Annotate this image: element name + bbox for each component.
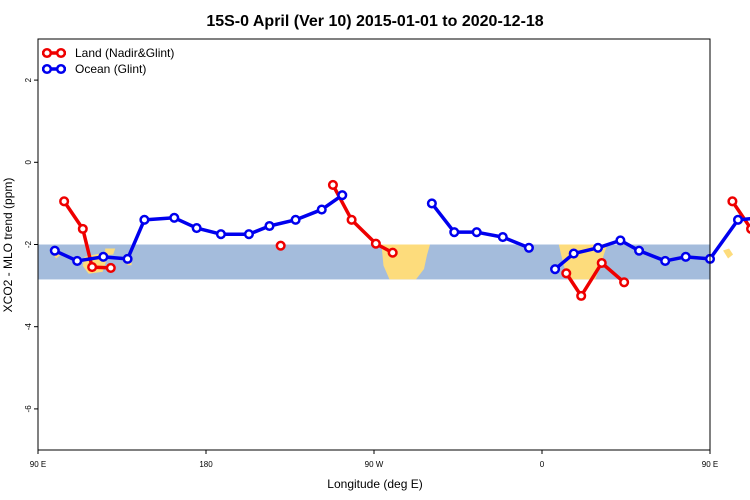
data-point [568, 248, 579, 259]
ocean-band [38, 244, 710, 280]
data-point [122, 253, 133, 264]
data-point [264, 220, 275, 232]
data-point [387, 247, 398, 258]
chart-title: 15S-0 April (Ver 10) 2015-01-01 to 2020-… [206, 13, 543, 30]
y-tick-label: 0 [24, 160, 33, 165]
data-point [523, 242, 534, 253]
x-tick-label: 180 [199, 460, 213, 469]
y-axis-label: XCO2 - MLO trend (ppm) [1, 178, 15, 313]
data-point [98, 251, 109, 262]
y-tick-label: -4 [24, 323, 33, 331]
data-point [732, 214, 744, 225]
data-point [471, 227, 482, 238]
data-point [619, 277, 630, 288]
legend: Land (Nadir&Glint) Ocean (Glint) [41, 46, 174, 76]
data-point [105, 262, 116, 273]
x-axis-label: Longitude (deg E) [327, 477, 422, 491]
data-point [727, 196, 738, 207]
data-point [746, 223, 750, 234]
y-tick-label: -2 [24, 240, 33, 248]
data-point [550, 264, 561, 275]
series-layer [49, 179, 750, 301]
data-point [316, 204, 327, 215]
data-point [215, 229, 226, 240]
data-point [497, 232, 508, 243]
data-point [77, 223, 88, 234]
data-point [370, 238, 381, 249]
data-point [275, 240, 286, 251]
data-point [634, 245, 645, 256]
data-point [561, 268, 572, 279]
series-line [553, 216, 750, 271]
y-tick-label: 2 [24, 77, 33, 82]
data-point [49, 245, 60, 256]
legend-marker [41, 63, 53, 75]
data-point [680, 251, 691, 262]
data-point [592, 242, 604, 253]
data-point [87, 262, 98, 273]
plot-frame [37, 38, 711, 451]
data-point [346, 214, 357, 225]
series-0 [59, 179, 750, 301]
data-point [191, 223, 202, 234]
data-point [72, 255, 83, 266]
data-point [615, 235, 626, 246]
data-point [59, 196, 70, 207]
data-point [243, 229, 254, 240]
land-islands-0-b [105, 248, 116, 256]
legend-label: Ocean (Glint) [75, 62, 146, 76]
legend-marker [41, 47, 53, 59]
series-line [430, 202, 530, 250]
data-point [290, 214, 301, 225]
data-point [449, 227, 460, 238]
x-tick-label: 90 E [30, 460, 46, 469]
data-point [660, 255, 671, 266]
data-point [426, 198, 437, 209]
data-point [139, 214, 150, 225]
series-1 [49, 190, 750, 275]
series-line [331, 184, 394, 255]
series-line [62, 200, 111, 270]
y-tick-label: -6 [24, 405, 33, 413]
land-islands-1-a [723, 248, 734, 259]
legend-marker [55, 47, 67, 59]
axis-ticks: 90 E 180 90 W 0 90 E 2 0 -2 -4 -6 [24, 77, 718, 469]
data-point [596, 257, 607, 269]
x-tick-label: 90 E [702, 460, 718, 469]
series-line [730, 200, 750, 232]
x-tick-label: 90 W [365, 460, 384, 469]
data-point [576, 290, 587, 301]
series-line [564, 261, 626, 298]
x-tick-label: 0 [540, 460, 545, 469]
data-point [169, 212, 180, 223]
legend-label: Land (Nadir&Glint) [75, 46, 174, 60]
data-point [327, 179, 338, 190]
legend-marker [55, 63, 67, 75]
data-point [337, 190, 348, 201]
